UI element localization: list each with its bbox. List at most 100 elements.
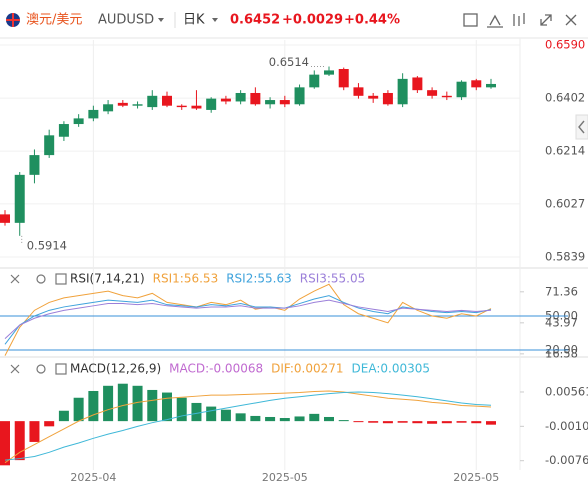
legend-entry: RSI2:55.63 (226, 272, 292, 286)
expand-icon[interactable] (540, 14, 552, 26)
macd-bar (235, 413, 246, 422)
y-tick-label: 0.5839 (545, 250, 585, 264)
close-indicator[interactable] (10, 274, 20, 284)
macd-bar (220, 409, 231, 422)
candle-body (250, 92, 261, 105)
macd-bar (103, 385, 114, 422)
side-tab[interactable] (575, 114, 588, 140)
macd-bar (456, 421, 467, 423)
candle-body (103, 104, 114, 112)
panel-1 (0, 283, 568, 356)
macd-legend-icons (10, 363, 67, 375)
candle-body (324, 70, 334, 75)
macd-bar (147, 389, 158, 422)
macd-bar (441, 421, 452, 424)
candle-body (338, 68, 349, 88)
x-tick-label: 2025-04 (70, 471, 116, 484)
close-icon[interactable] (565, 14, 577, 26)
candle-body (220, 98, 231, 102)
macd-bar (427, 421, 438, 424)
indicator-icon[interactable] (487, 14, 503, 28)
candle-body (147, 95, 158, 108)
macd-bar (162, 392, 172, 422)
indicator-title: MACD(12,26,9) (70, 362, 161, 376)
macd-bar (88, 390, 99, 422)
price: 0.6452 (230, 13, 280, 28)
annotation: 0.6514 (269, 55, 309, 69)
close-indicator[interactable] (10, 364, 20, 374)
candle-body (29, 155, 40, 175)
macd-bar (471, 421, 482, 424)
dropdown-arrow (158, 18, 164, 22)
macd-bar (309, 413, 320, 422)
indicator-line (4, 295, 492, 345)
candle-body (456, 81, 467, 98)
macd-bar (368, 421, 379, 423)
settings-icon[interactable] (36, 364, 46, 374)
layout-icon[interactable] (55, 363, 67, 375)
candle-body (427, 90, 438, 96)
macd-bar (191, 402, 202, 422)
candle-body (191, 105, 202, 109)
candle-body (294, 87, 305, 105)
candle-body (265, 100, 276, 105)
x-tick-label: 2025-05 (453, 471, 499, 484)
y-tick-label: 0.6590 (545, 38, 585, 52)
legend-entry: RSI1:56.53 (153, 272, 219, 286)
legend-entry: RSI3:55.05 (300, 272, 366, 286)
dropdown-arrow (212, 18, 218, 22)
candle-body (176, 105, 187, 108)
candle-body (0, 214, 10, 223)
x-tick-label: 2025-05 (262, 471, 308, 484)
macd-bar (44, 421, 55, 427)
candle-body (73, 118, 84, 125)
macd-bar (338, 420, 349, 422)
y-tick-label: 0.00561 (545, 384, 588, 398)
candle-body (309, 74, 320, 88)
change-pct: +0.44% (344, 13, 400, 28)
period[interactable]: 日K (183, 13, 205, 28)
macd-bar (382, 421, 393, 424)
candle-body (235, 92, 246, 102)
flag-cross (6, 13, 20, 27)
macd-bar (353, 421, 364, 423)
draw-icon[interactable] (463, 13, 478, 27)
y-tick-label: 43.97 (545, 315, 578, 329)
indicator-line (4, 299, 492, 340)
macd-bar (14, 421, 25, 461)
candle-icon[interactable] (513, 13, 525, 26)
settings-icon[interactable] (36, 274, 46, 284)
candle-body (368, 95, 379, 99)
panel-0: 0.6514 0.5914 (0, 55, 496, 252)
candle-body (412, 77, 423, 91)
symbol[interactable]: AUDUSD (98, 13, 154, 28)
candle-body (382, 92, 393, 105)
macd-bar (397, 421, 408, 423)
change: +0.0029 (282, 13, 343, 28)
annotation: 0.5914 (27, 238, 67, 252)
macd-bar (206, 406, 217, 422)
macd-bar (58, 410, 69, 422)
candle-body (279, 100, 290, 105)
macd-bar (324, 416, 334, 422)
layout-icon[interactable] (55, 273, 67, 285)
legend-entry: DIF:0.00271 (271, 362, 343, 376)
y-tick-label: 0.6402 (545, 91, 585, 105)
y-tick-label: -0.00100 (545, 419, 588, 433)
indicator-line (4, 390, 492, 464)
macd-bar (29, 421, 40, 442)
candle-body (132, 104, 143, 106)
macd-bar (132, 385, 143, 422)
candle-body (441, 95, 452, 98)
macd-bar (73, 397, 84, 422)
macd-bar (279, 418, 290, 422)
indicator-line (4, 391, 492, 461)
candle-body (471, 80, 482, 88)
macd-bar (486, 421, 496, 425)
macd-bar (250, 415, 261, 422)
candle-body (14, 174, 25, 223)
candle-body (486, 83, 496, 88)
side-tab-arrow (578, 120, 585, 134)
panel-2 (0, 383, 496, 466)
macd-bar (265, 416, 276, 422)
